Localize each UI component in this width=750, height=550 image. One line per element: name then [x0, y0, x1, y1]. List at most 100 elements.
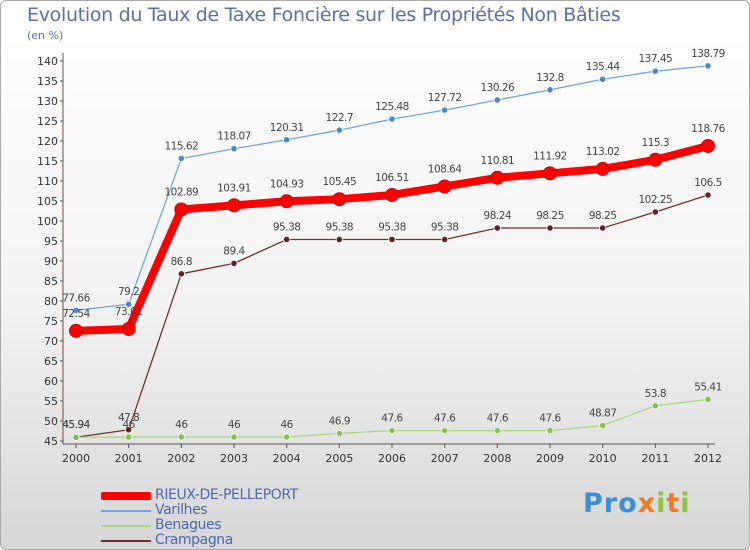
y-tick-label: 105	[37, 195, 58, 208]
legend-swatch-rieux	[101, 492, 151, 500]
y-tick-label: 85	[44, 275, 58, 288]
data-label: 111.92	[533, 150, 567, 162]
data-point	[493, 96, 501, 104]
data-point	[704, 395, 712, 403]
y-tick-label: 115	[37, 155, 58, 168]
data-label: 47.8	[118, 412, 139, 424]
legend-item-varilhes: Varilhes	[101, 502, 401, 519]
logo-letter: i	[656, 488, 667, 519]
data-point	[546, 86, 554, 94]
logo-letter: i	[680, 488, 691, 519]
data-point	[279, 194, 294, 209]
data-point	[230, 145, 238, 153]
data-point	[227, 198, 241, 213]
data-label: 110.81	[480, 155, 514, 167]
x-tick-label: 2005	[325, 452, 353, 465]
data-label: 98.24	[484, 210, 512, 222]
y-axis-unit: (en %)	[27, 29, 64, 42]
data-label: 79.2	[118, 286, 139, 298]
data-point	[651, 402, 659, 410]
data-label: 98.25	[536, 210, 564, 222]
data-point	[125, 300, 133, 308]
logo-letter: P	[583, 488, 604, 519]
data-point	[595, 161, 610, 176]
logo-letter: t	[666, 488, 681, 519]
y-tick-label: 60	[44, 375, 58, 388]
data-label: 95.38	[273, 221, 301, 233]
legend-item-crampagna: Crampagna	[101, 532, 401, 549]
data-point	[174, 202, 189, 217]
data-point	[125, 426, 133, 434]
data-label: 55.41	[694, 381, 722, 393]
y-tick-label: 75	[44, 315, 58, 328]
data-point	[388, 115, 396, 123]
y-tick-label: 140	[37, 55, 58, 68]
data-point	[648, 152, 663, 167]
logo-letter: x	[637, 488, 657, 519]
y-tick-label: 135	[37, 75, 58, 88]
data-label: 138.79	[691, 48, 725, 60]
data-point	[546, 224, 554, 232]
y-tick-label: 100	[37, 215, 58, 228]
data-point	[704, 191, 712, 199]
data-label: 47.6	[434, 413, 456, 425]
data-label: 89.4	[223, 245, 245, 257]
legend-item-rieux: RIEUX-DE-PELLEPORT	[101, 487, 401, 504]
data-point	[332, 192, 347, 207]
data-label: 132.8	[536, 72, 564, 84]
legend-label-crampagna: Crampagna	[155, 532, 233, 548]
data-label: 73.01	[115, 306, 143, 318]
data-point	[72, 306, 80, 314]
data-label: 103.91	[217, 182, 251, 194]
data-point	[701, 138, 715, 153]
y-tick-label: 110	[37, 175, 58, 188]
y-tick-label: 55	[44, 395, 58, 408]
legend-label-rieux: RIEUX-DE-PELLEPORT	[155, 487, 298, 503]
data-label: 102.25	[638, 194, 672, 206]
data-point	[69, 323, 83, 338]
data-label: 113.02	[586, 146, 620, 158]
legend-label-varilhes: Varilhes	[155, 502, 208, 518]
data-label: 108.64	[428, 163, 463, 175]
data-label: 95.38	[378, 221, 406, 233]
data-label: 77.66	[62, 292, 90, 304]
x-tick-label: 2003	[220, 452, 248, 465]
y-tick-label: 70	[44, 335, 58, 348]
data-label: 46	[122, 419, 135, 431]
data-point	[72, 433, 80, 441]
data-label: 127.72	[428, 92, 462, 104]
data-point	[283, 235, 291, 244]
x-tick-label: 2004	[273, 452, 301, 465]
x-tick-label: 2000	[62, 452, 90, 465]
data-point	[388, 235, 396, 244]
data-point	[599, 75, 607, 83]
y-tick-label: 130	[37, 95, 58, 108]
data-point	[441, 106, 449, 114]
data-label: 105.45	[322, 176, 356, 188]
y-tick-label: 95	[44, 235, 58, 248]
data-label: 45.94	[62, 419, 90, 431]
x-tick-label: 2001	[115, 452, 143, 465]
data-label: 45.94	[62, 419, 90, 431]
data-label: 122.7	[326, 112, 354, 124]
data-point	[599, 224, 607, 232]
legend-swatch-benagues	[101, 525, 151, 527]
legend-swatch-crampagna	[101, 540, 151, 542]
data-label: 72.54	[62, 308, 90, 320]
y-tick-label: 45	[44, 435, 58, 448]
data-point	[283, 136, 291, 144]
legend-swatch-varilhes	[101, 510, 151, 512]
proxiti-logo: Proxiti	[583, 488, 691, 519]
data-point	[651, 208, 659, 216]
x-tick-label: 2011	[641, 452, 669, 465]
data-label: 106.51	[375, 172, 409, 184]
data-point	[177, 270, 185, 278]
data-point	[335, 126, 343, 134]
data-point	[546, 426, 554, 435]
logo-letter: o	[618, 488, 638, 519]
x-tick-label: 2010	[589, 452, 617, 465]
data-point	[335, 429, 343, 437]
data-point	[335, 235, 343, 244]
data-point	[125, 433, 133, 441]
